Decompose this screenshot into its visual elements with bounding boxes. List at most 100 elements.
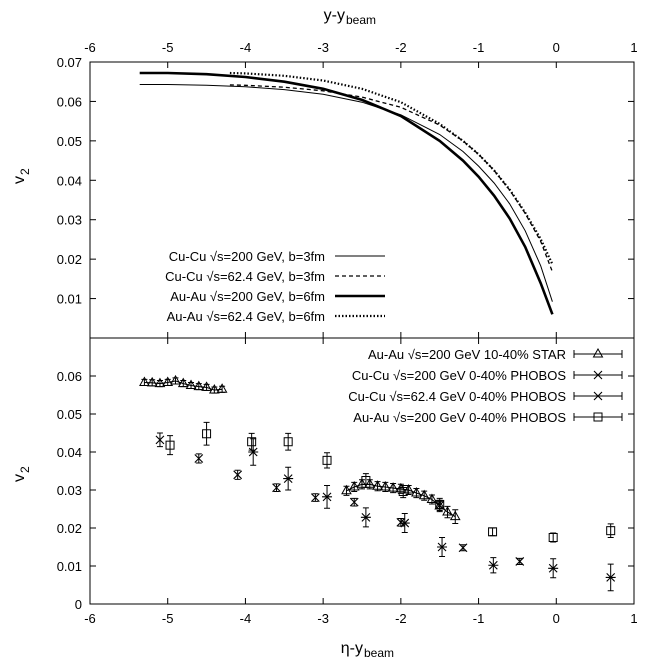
error-bar xyxy=(167,435,174,456)
top-y-tick-label: 0.05 xyxy=(57,134,82,149)
bottom-legend-label: Cu-Cu √s=200 GeV 0-40% PHOBOS xyxy=(352,368,566,383)
top-y-tick-label: 0.07 xyxy=(57,55,82,70)
top-y-tick-label: 0.03 xyxy=(57,213,82,228)
top-x-tick-label: -3 xyxy=(317,40,329,55)
bottom-legend-label: Au-Au √s=200 GeV 10-40% STAR xyxy=(368,347,566,362)
top-x-axis-title-main: y-y xyxy=(324,7,345,24)
data-point xyxy=(361,476,371,485)
top-x-tick-label: 1 xyxy=(630,40,637,55)
data-point xyxy=(592,347,604,358)
data-point xyxy=(605,573,616,582)
bottom-x-axis-title: η-y beam xyxy=(341,640,394,660)
bottom-legend-label: Cu-Cu √s=62.4 GeV 0-40% PHOBOS xyxy=(348,389,566,404)
data-point xyxy=(283,437,293,447)
data-point xyxy=(398,487,408,497)
bottom-legend-swatch xyxy=(573,350,623,358)
data-point xyxy=(593,412,603,422)
top-legend-label: Cu-Cu √s=62.4 GeV, b=3fm xyxy=(165,269,325,284)
bottom-y-tick-label: 0.01 xyxy=(57,559,82,574)
data-point xyxy=(194,454,204,463)
data-point xyxy=(411,487,422,497)
top-y-axis-title-sub: 2 xyxy=(18,168,32,175)
bottom-y-axis-title: v 2 xyxy=(11,466,32,482)
data-point xyxy=(154,377,166,388)
data-point xyxy=(146,376,158,387)
bottom-legend-label: Au-Au √s=200 GeV 0-40% PHOBOS xyxy=(353,410,566,425)
data-point xyxy=(233,470,243,480)
data-point xyxy=(387,482,399,492)
data-point xyxy=(488,527,498,537)
top-x-tick-label: -6 xyxy=(84,40,96,55)
bottom-x-tick-label: -4 xyxy=(240,611,252,626)
error-bar xyxy=(203,421,210,446)
bottom-x-tick-label: -5 xyxy=(162,611,174,626)
data-point xyxy=(379,480,391,491)
data-point xyxy=(247,437,257,447)
bottom-y-tick-label: 0.06 xyxy=(57,369,82,384)
error-bar xyxy=(607,523,614,538)
top-y-axis-title: v 2 xyxy=(11,168,32,184)
bottom-y-tick-label: 0.02 xyxy=(57,521,82,536)
data-series-2 xyxy=(341,478,461,524)
top-legend: Cu-Cu √s=200 GeV, b=3fm Cu-Cu √s=62.4 GeV… xyxy=(165,249,385,324)
data-series-1 xyxy=(139,374,228,394)
bottom-x-tick-label: -3 xyxy=(317,611,329,626)
data-point xyxy=(165,440,175,450)
data-point xyxy=(216,383,228,393)
data-point xyxy=(356,478,368,488)
series-line-4 xyxy=(229,71,554,265)
bottom-y-tick-label: 0 xyxy=(75,597,82,612)
error-bar xyxy=(285,432,292,451)
bottom-y-axis-title-main: v xyxy=(11,474,28,482)
data-point xyxy=(272,483,281,493)
error-bar xyxy=(248,432,255,451)
top-panel: -6 -5 -4 -3 -2 -1 0 1 0.01 0.02 0.03 0.04 0.05 0.06 0.… xyxy=(57,40,638,339)
top-y-axis-title-main: v xyxy=(11,176,28,184)
error-bar xyxy=(324,452,331,469)
top-x-tick-label: -4 xyxy=(240,40,252,55)
data-series-3 xyxy=(155,432,525,566)
top-y-tick-label: 0.02 xyxy=(57,252,82,267)
data-point xyxy=(442,506,453,516)
data-point xyxy=(437,542,448,552)
data-point xyxy=(155,435,165,445)
top-x-tick-label: -5 xyxy=(162,40,174,55)
top-y-tick-label: 0.04 xyxy=(57,173,82,188)
top-legend-label: Au-Au √s=200 GeV, b=6fm xyxy=(170,289,325,304)
data-point xyxy=(403,483,414,494)
bottom-legend-swatch xyxy=(573,413,623,421)
data-point xyxy=(449,510,461,521)
bottom-legend: Au-Au √s=200 GeV 10-40% STAR Cu-Cu √s=200… xyxy=(348,347,623,425)
error-bar xyxy=(550,532,557,543)
bottom-panel: -6 -5 -4 -3 -2 -1 0 1 0 0.01 0.02 0.03 0.04 0.05 0.06 A… xyxy=(57,337,638,626)
data-point xyxy=(348,480,360,491)
top-y-tick-label: 0.06 xyxy=(57,94,82,109)
top-x-axis-title: y-y beam xyxy=(324,7,376,27)
data-point xyxy=(593,370,603,380)
data-series-5 xyxy=(165,421,616,543)
data-point xyxy=(139,376,150,386)
data-point xyxy=(201,381,212,391)
bottom-plot-frame xyxy=(89,337,635,605)
top-legend-label: Au-Au √s=62.4 GeV, b=6fm xyxy=(167,309,325,324)
data-point xyxy=(162,376,174,386)
top-x-tick-label: -2 xyxy=(395,40,407,55)
bottom-y-tick-label: 0.04 xyxy=(57,445,82,460)
top-x-axis-title-sub: beam xyxy=(346,13,376,27)
data-point xyxy=(426,493,438,503)
data-point xyxy=(208,384,220,394)
data-point xyxy=(193,380,205,391)
data-point xyxy=(349,497,359,507)
bottom-x-axis-title-main: η-y xyxy=(341,640,363,657)
data-point xyxy=(360,512,371,522)
data-point xyxy=(515,557,525,566)
data-point xyxy=(364,478,376,488)
error-bar xyxy=(362,473,369,488)
data-point xyxy=(248,447,259,457)
data-point xyxy=(372,480,383,490)
data-point xyxy=(458,543,468,553)
bottom-x-tick-label: -2 xyxy=(395,611,407,626)
data-point xyxy=(310,493,320,502)
data-point xyxy=(399,518,410,528)
bottom-x-axis-title-sub: beam xyxy=(364,646,394,660)
